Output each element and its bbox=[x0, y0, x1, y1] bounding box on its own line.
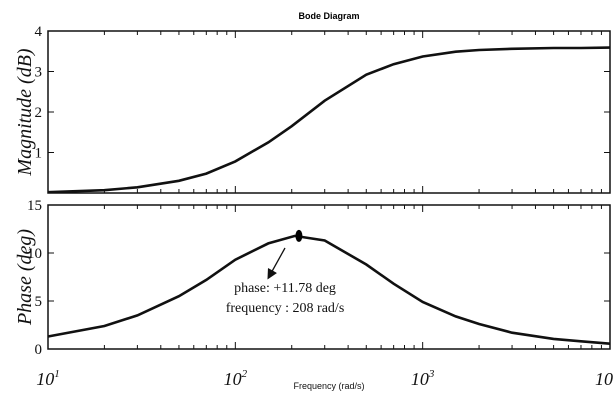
magnitude-y-ticks: 1 2 3 4 bbox=[35, 24, 610, 162]
y-tick-label: 3 bbox=[35, 65, 43, 81]
y-tick-label: 2 bbox=[35, 105, 43, 121]
x-axis-label: Frequency (rad/s) bbox=[293, 381, 364, 391]
phase-y-label: Phase (deg) bbox=[14, 229, 36, 326]
y-tick-label: 5 bbox=[35, 294, 43, 310]
magnitude-curve bbox=[47, 46, 611, 194]
annotation-frequency: frequency : 208 rad/s bbox=[226, 301, 345, 316]
phase-curve bbox=[47, 234, 611, 345]
magnitude-y-label: Magnitude (dB) bbox=[14, 48, 36, 177]
x-tick-label: 10 bbox=[595, 369, 613, 389]
y-tick-label: 0 bbox=[35, 342, 43, 358]
y-tick-label: 4 bbox=[35, 24, 43, 40]
y-tick-label: 10 bbox=[27, 246, 42, 262]
x-tick-label: 101 bbox=[36, 368, 60, 389]
y-tick-label: 15 bbox=[27, 198, 42, 214]
magnitude-axes bbox=[47, 30, 611, 194]
chart-title: Bode Diagram bbox=[298, 11, 359, 21]
peak-marker bbox=[295, 229, 303, 242]
phase-axes bbox=[47, 204, 611, 350]
annotation-phase: phase: +11.78 deg bbox=[234, 281, 336, 296]
x-tick-label: 103 bbox=[411, 368, 435, 389]
y-tick-label: 1 bbox=[35, 146, 43, 162]
phase-y-ticks: 0 5 10 15 bbox=[27, 198, 610, 358]
peak-arrow bbox=[267, 247, 286, 280]
x-ticks: 101 102 103 10 bbox=[36, 31, 613, 389]
x-tick-label: 102 bbox=[224, 368, 248, 389]
